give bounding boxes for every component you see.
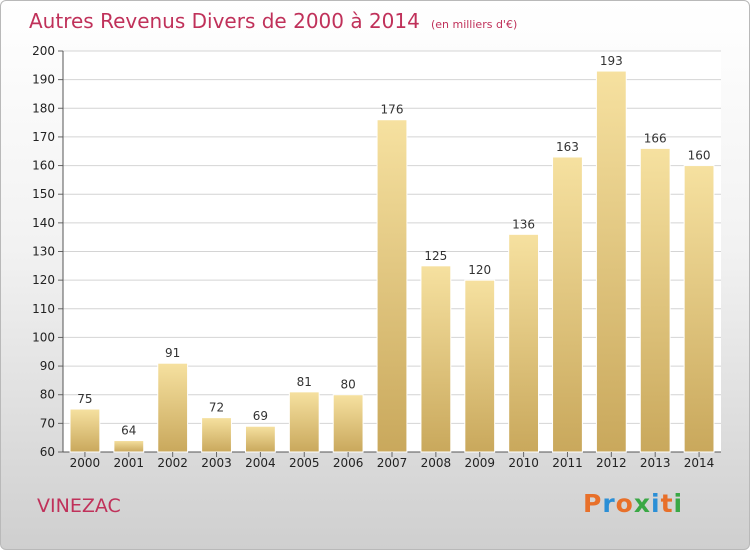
- x-tick-label: 2001: [114, 456, 145, 470]
- chart-title: Autres Revenus Divers de 2000 à 2014 (en…: [29, 9, 517, 33]
- bar: [201, 417, 232, 453]
- bar-value-label: 80: [340, 378, 355, 392]
- bar-value-label: 69: [253, 409, 268, 423]
- y-tick-label: 140: [32, 216, 55, 230]
- bar-value-label: 163: [556, 140, 579, 154]
- y-tick-label: 120: [32, 273, 55, 287]
- chart-title-main: Autres Revenus Divers de 2000 à 2014: [29, 9, 420, 33]
- x-tick-label: 2007: [377, 456, 408, 470]
- brand-logo-letter: r: [602, 489, 616, 518]
- y-tick-label: 100: [32, 330, 55, 344]
- bar-value-label: 75: [77, 392, 92, 406]
- bar: [508, 233, 540, 453]
- bar: [420, 265, 452, 453]
- bar: [639, 147, 671, 453]
- bar: [595, 70, 627, 453]
- bar: [157, 362, 189, 453]
- x-tick-label: 2008: [421, 456, 452, 470]
- brand-logo-letter: i: [651, 489, 661, 518]
- brand-logo-letter: x: [633, 489, 651, 518]
- x-tick-label: 2013: [640, 456, 671, 470]
- x-tick-label: 2006: [333, 456, 364, 470]
- bar-value-label: 72: [209, 401, 224, 415]
- bar-value-label: 81: [297, 375, 312, 389]
- x-tick-label: 2000: [70, 456, 101, 470]
- brand-logo: Proxiti: [583, 489, 683, 518]
- bar: [244, 425, 276, 453]
- x-tick-label: 2003: [201, 456, 232, 470]
- bar-value-label: 160: [688, 149, 711, 163]
- brand-logo-letter: P: [583, 489, 603, 518]
- place-name: VINEZAC: [37, 495, 121, 517]
- brand-logo-letter: o: [615, 489, 634, 518]
- y-tick-label: 90: [40, 359, 55, 373]
- y-tick-label: 80: [40, 388, 55, 402]
- bar: [683, 165, 715, 453]
- x-tick-label: 2012: [596, 456, 627, 470]
- y-tick-label: 60: [40, 445, 55, 459]
- bar-value-label: 193: [600, 54, 623, 68]
- bar: [113, 440, 145, 453]
- y-tick-label: 150: [32, 187, 55, 201]
- bar: [288, 391, 320, 453]
- bar: [552, 156, 583, 453]
- bar-value-label: 64: [121, 424, 136, 438]
- y-tick-label: 180: [32, 101, 55, 115]
- bar-value-label: 166: [644, 131, 667, 145]
- y-tick-label: 200: [32, 44, 55, 58]
- x-tick-label: 2010: [508, 456, 539, 470]
- x-tick-label: 2014: [684, 456, 715, 470]
- bar: [376, 119, 408, 453]
- bar-value-label: 125: [424, 249, 447, 263]
- brand-logo-letter: i: [673, 489, 684, 518]
- bar-value-label: 120: [468, 263, 491, 277]
- y-tick-label: 160: [32, 159, 55, 173]
- x-tick-label: 2005: [289, 456, 320, 470]
- bar: [69, 408, 101, 453]
- x-tick-label: 2011: [552, 456, 583, 470]
- y-tick-label: 70: [40, 416, 55, 430]
- bar-value-label: 136: [512, 217, 535, 231]
- bar-value-label: 176: [381, 103, 404, 117]
- bar-value-label: 91: [165, 346, 180, 360]
- y-tick-label: 110: [32, 302, 55, 316]
- y-tick-label: 130: [32, 245, 55, 259]
- chart-title-unit: (en milliers d'€): [430, 18, 518, 31]
- y-tick-label: 190: [32, 73, 55, 87]
- x-tick-label: 2002: [157, 456, 188, 470]
- y-tick-label: 170: [32, 130, 55, 144]
- x-tick-label: 2004: [245, 456, 276, 470]
- x-tick-label: 2009: [464, 456, 495, 470]
- brand-logo-letter: t: [660, 489, 674, 518]
- bar: [332, 394, 364, 453]
- bar: [464, 279, 496, 453]
